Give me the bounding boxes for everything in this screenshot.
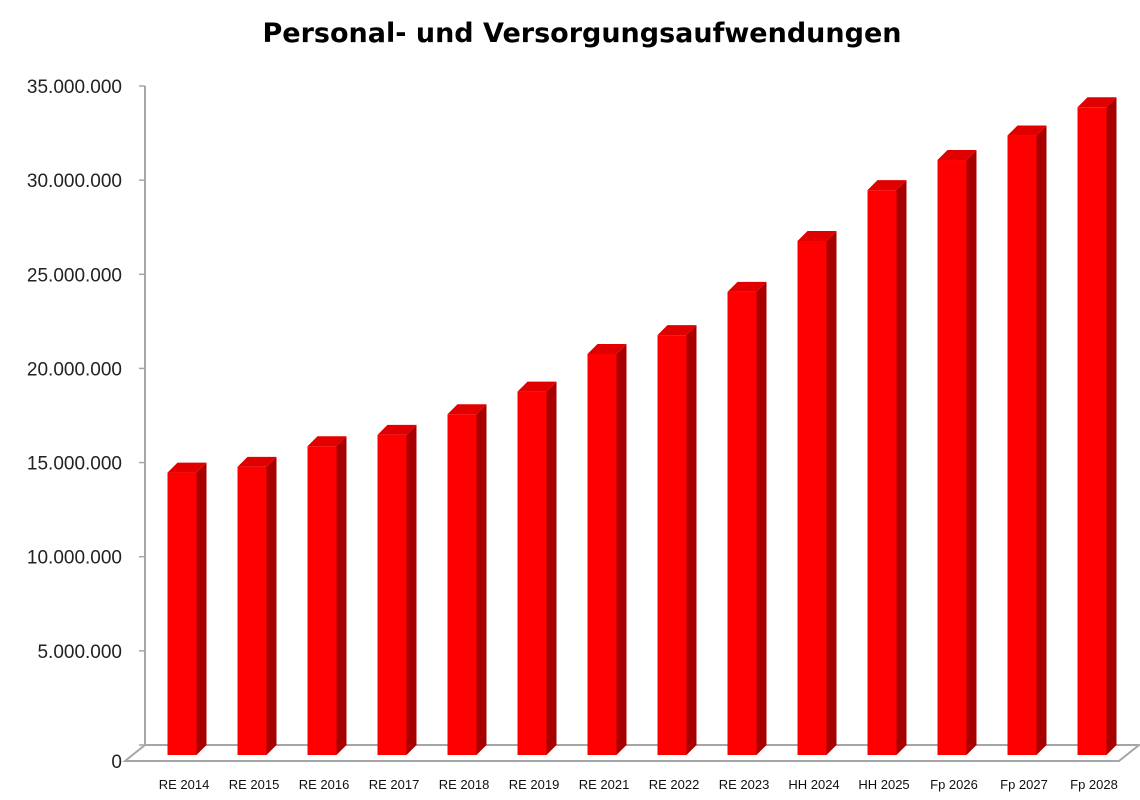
x-tick-label: RE 2015 (229, 777, 280, 792)
bar (1077, 97, 1117, 756)
bar-side (546, 381, 557, 755)
bar-side (336, 436, 347, 755)
bar-top (727, 281, 767, 292)
y-tick-label: 10.000.000 (27, 548, 122, 569)
x-tick-label: RE 2021 (579, 777, 630, 792)
x-tick-label: RE 2014 (159, 777, 210, 792)
bars (167, 97, 1117, 756)
bar (797, 230, 837, 756)
bar (587, 343, 627, 755)
bar (237, 456, 277, 755)
bar-front (587, 353, 617, 755)
bar-front (237, 466, 267, 755)
bar-front (937, 160, 967, 755)
x-tick-label: Fp 2026 (930, 777, 978, 792)
bar-top (1007, 125, 1047, 136)
bar-side (686, 325, 697, 755)
x-tick-label: Fp 2028 (1070, 777, 1118, 792)
x-tick-label: RE 2023 (719, 777, 770, 792)
bar-top (447, 404, 487, 415)
bar-side (196, 462, 207, 755)
bar (657, 325, 697, 755)
bar (937, 150, 977, 755)
y-tick-label: 5.000.000 (37, 642, 122, 663)
bar-side (616, 343, 627, 755)
bar-side (476, 404, 487, 755)
bar-front (447, 414, 477, 755)
bar (167, 462, 207, 755)
y-tick-label: 35.000.000 (27, 77, 122, 98)
axes (122, 86, 1140, 762)
bar-top (797, 230, 837, 241)
bar-top (517, 381, 557, 392)
x-tick-label: RE 2018 (439, 777, 490, 792)
x-tick-label: RE 2022 (649, 777, 700, 792)
floor (122, 744, 1140, 762)
bar (727, 281, 767, 755)
bar-front (1077, 107, 1107, 756)
bar-side (966, 150, 977, 755)
bar-side (756, 281, 767, 755)
bar-front (867, 190, 897, 756)
bar-side (896, 180, 907, 756)
bar-front (797, 240, 827, 756)
bar-front (307, 446, 337, 755)
x-axis-ticks: RE 2014 RE 2015 RE 2016 RE 2017 RE 2018 RE 20… (159, 777, 1118, 792)
bar (1007, 125, 1047, 756)
bar-front (377, 434, 407, 755)
bar-front (1007, 135, 1037, 756)
bar-top (1077, 97, 1117, 108)
x-tick-label: HH 2025 (858, 777, 909, 792)
bar-side (1106, 97, 1117, 756)
bar (447, 404, 487, 755)
bar-top (657, 325, 697, 336)
x-tick-label: RE 2017 (369, 777, 420, 792)
bar-top (167, 462, 207, 473)
bar-top (377, 424, 417, 435)
bar-front (167, 472, 197, 755)
x-tick-label: RE 2019 (509, 777, 560, 792)
y-tick-label: 30.000.000 (27, 171, 122, 192)
bar-front (657, 335, 687, 755)
bar-side (826, 230, 837, 756)
bar-top (237, 456, 277, 467)
bar-side (1036, 125, 1047, 756)
bar (867, 180, 907, 756)
x-tick-label: HH 2024 (788, 777, 839, 792)
y-tick-label: 20.000.000 (27, 359, 122, 380)
bar (377, 424, 417, 755)
bar-top (307, 436, 347, 447)
bar-side (406, 424, 417, 755)
y-tick-label: 15.000.000 (27, 454, 122, 475)
bar (307, 436, 347, 755)
bar-top (937, 150, 977, 161)
bar-top (867, 180, 907, 191)
bar-front (517, 391, 547, 755)
chart-title: Personal- und Versorgungsaufwendungen (263, 18, 902, 49)
bar-side (266, 456, 277, 755)
x-tick-label: RE 2016 (299, 777, 350, 792)
bar (517, 381, 557, 755)
bar-top (587, 343, 627, 354)
y-tick-label: 0 (111, 752, 122, 773)
y-tick-label: 25.000.000 (27, 265, 122, 286)
y-axis-ticks: 0 5.000.000 10.000.000 15.000.000 20.000.000… (27, 77, 145, 773)
bar-front (727, 291, 757, 755)
x-tick-label: Fp 2027 (1000, 777, 1048, 792)
